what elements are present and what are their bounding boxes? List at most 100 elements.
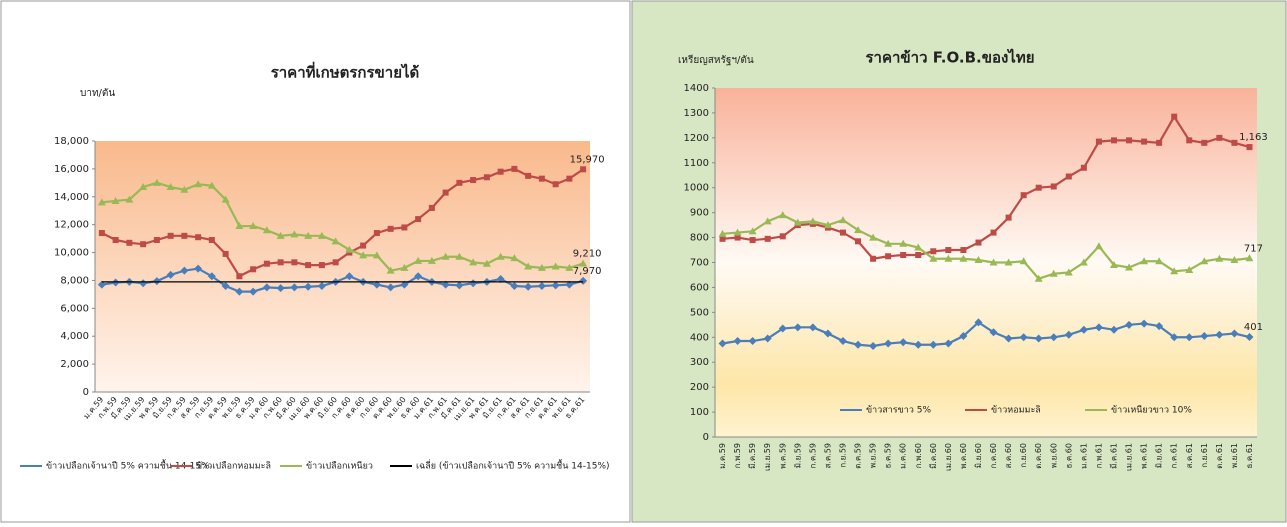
marker xyxy=(317,231,326,239)
marker xyxy=(455,252,464,260)
x-tick-label: มิ.ย.60 xyxy=(974,443,983,468)
marker xyxy=(1231,139,1238,146)
marker xyxy=(839,229,846,236)
marker xyxy=(428,204,435,211)
marker xyxy=(1079,258,1088,266)
marker xyxy=(1019,257,1028,265)
marker xyxy=(551,281,560,290)
y-tick-label: 700 xyxy=(690,258,709,269)
marker xyxy=(718,229,727,237)
x-tick-label: ส.ค.60 xyxy=(1004,443,1013,469)
marker xyxy=(1201,139,1208,146)
marker xyxy=(400,263,409,271)
marker xyxy=(1156,139,1163,146)
marker xyxy=(929,254,938,262)
marker xyxy=(974,318,983,327)
marker xyxy=(823,221,832,229)
marker xyxy=(1080,164,1087,171)
marker xyxy=(167,232,174,239)
marker xyxy=(974,256,983,264)
marker xyxy=(441,252,450,260)
marker xyxy=(208,237,215,244)
x-tick-label: ม.ค.61 xyxy=(1079,443,1088,469)
marker xyxy=(126,239,133,246)
marker xyxy=(718,339,727,348)
x-tick-label: เม.ย.60 xyxy=(944,443,953,471)
marker xyxy=(359,251,368,259)
marker xyxy=(1185,265,1194,273)
marker xyxy=(221,195,230,203)
marker xyxy=(469,279,478,288)
data-label: 15,970 xyxy=(570,154,605,165)
legend-label: ข้าวเปลือกเหนียว xyxy=(306,461,373,472)
marker xyxy=(98,230,105,237)
marker xyxy=(140,241,147,248)
legend-label: ข้าวหอมมะลิ xyxy=(991,405,1041,416)
y-tick-label: 100 xyxy=(690,407,709,418)
marker xyxy=(139,279,148,288)
y-tick-label: 10,000 xyxy=(54,248,89,259)
marker xyxy=(719,235,726,242)
x-tick-label: เม.ย.59 xyxy=(763,443,772,471)
marker xyxy=(372,280,381,289)
marker xyxy=(166,183,175,191)
marker xyxy=(1125,320,1134,329)
marker xyxy=(277,259,284,266)
marker xyxy=(262,226,271,234)
y-tick-label: 500 xyxy=(690,307,709,318)
chart-title: ราคาข้าว F.O.B.ของไทย xyxy=(865,48,1034,67)
marker xyxy=(764,235,771,242)
y-tick-label: 6,000 xyxy=(60,303,89,314)
y-tick-label: 1000 xyxy=(684,183,709,194)
marker xyxy=(1034,274,1043,282)
marker xyxy=(317,282,326,291)
plot-area xyxy=(95,141,590,392)
x-tick-label: พ.ค.59 xyxy=(778,443,787,469)
marker xyxy=(386,266,395,274)
marker xyxy=(1245,333,1254,342)
x-tick-label: ก.ย.59 xyxy=(838,443,847,468)
marker xyxy=(734,234,741,241)
y-tick-label: 200 xyxy=(690,382,709,393)
marker xyxy=(290,283,299,292)
marker xyxy=(262,283,271,292)
marker xyxy=(387,225,394,232)
marker xyxy=(194,264,203,273)
x-tick-label: ม.ค.59 xyxy=(718,443,727,469)
x-tick-label: ก.ย.60 xyxy=(1019,443,1028,468)
marker xyxy=(1140,319,1149,328)
data-label: 717 xyxy=(1244,243,1263,254)
marker xyxy=(565,263,574,271)
x-tick-label: ก.ค.59 xyxy=(808,443,817,468)
y-axis-label: บาท/ตัน xyxy=(80,88,115,99)
marker xyxy=(152,178,161,186)
marker xyxy=(1170,267,1179,275)
x-tick-label: ก.พ.60 xyxy=(914,443,923,468)
marker xyxy=(345,245,354,253)
x-tick-label: ก.ย.61 xyxy=(1200,443,1209,468)
marker xyxy=(1200,257,1209,265)
marker xyxy=(181,232,188,239)
marker xyxy=(455,281,464,290)
marker xyxy=(945,247,952,254)
marker xyxy=(733,228,742,236)
marker xyxy=(1230,329,1239,338)
marker xyxy=(195,234,202,241)
marker xyxy=(869,342,878,351)
marker xyxy=(1005,214,1012,221)
marker xyxy=(900,252,907,259)
y-tick-label: 0 xyxy=(703,432,709,443)
y-tick-label: 1100 xyxy=(684,158,709,169)
marker xyxy=(823,329,832,338)
marker xyxy=(1094,242,1103,250)
marker xyxy=(318,262,325,269)
legend-label: ข้าวเปลือกหอมมะลิ xyxy=(196,461,271,472)
marker xyxy=(1140,257,1149,265)
marker xyxy=(579,259,588,267)
marker xyxy=(414,256,423,264)
marker xyxy=(1186,137,1193,144)
x-tick-label: ธ.ค.61 xyxy=(1245,443,1254,469)
marker xyxy=(386,283,395,292)
y-tick-label: 4,000 xyxy=(60,331,89,342)
